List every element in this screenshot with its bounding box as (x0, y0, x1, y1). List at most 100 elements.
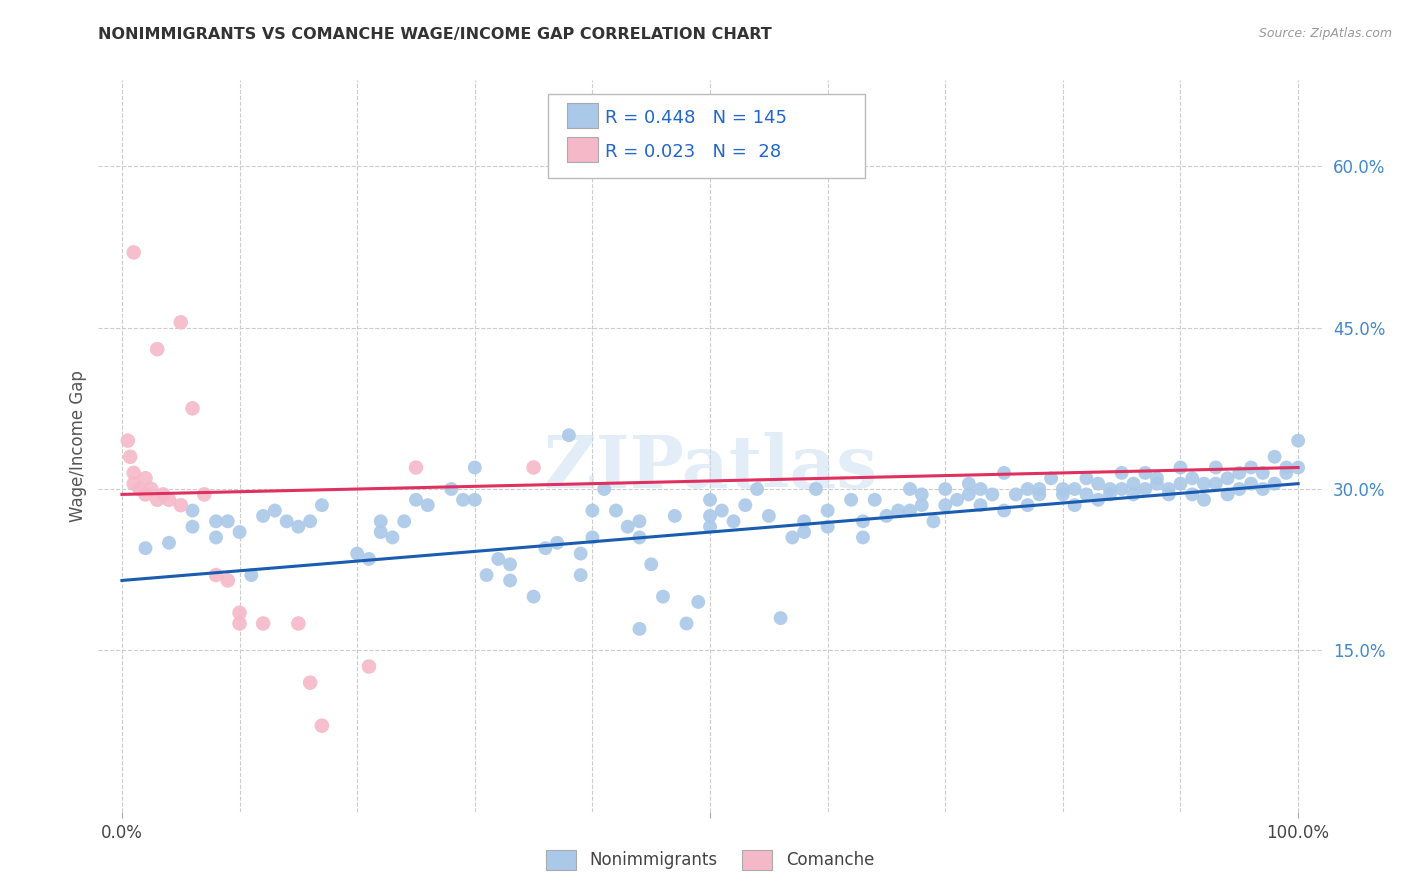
Point (699, 508, 721, 523)
Point (381, 530, 404, 544)
Point (640, 558, 662, 572)
Point (782, 530, 804, 544)
Point (675, 616, 697, 631)
Point (546, 536, 568, 550)
Point (405, 492, 427, 507)
Point (1028, 482, 1050, 496)
Point (357, 552, 380, 566)
Point (499, 574, 522, 588)
Point (1216, 487, 1239, 501)
Point (1192, 492, 1215, 507)
Point (228, 616, 250, 631)
Point (957, 476, 980, 491)
Point (170, 315, 193, 329)
Point (1227, 482, 1250, 496)
Point (120, 450, 142, 464)
Point (723, 514, 745, 528)
Point (1017, 482, 1039, 496)
Point (1275, 460, 1298, 475)
Point (605, 503, 627, 517)
Point (1122, 476, 1144, 491)
Point (898, 482, 921, 496)
Point (464, 492, 486, 507)
Point (569, 568, 592, 582)
Point (523, 460, 546, 475)
Point (1264, 450, 1286, 464)
Point (1098, 482, 1121, 496)
Point (486, 552, 509, 566)
Point (117, 434, 139, 448)
Point (287, 616, 309, 631)
Point (946, 492, 969, 507)
Point (1264, 476, 1286, 491)
Point (1275, 466, 1298, 480)
Point (839, 492, 862, 507)
Point (688, 595, 710, 609)
Point (1205, 460, 1227, 475)
Point (370, 514, 392, 528)
Point (464, 460, 486, 475)
Point (122, 476, 145, 491)
Point (1216, 471, 1239, 485)
Point (1040, 471, 1063, 485)
Point (1251, 482, 1274, 496)
Point (875, 508, 897, 523)
Point (181, 401, 204, 416)
Point (1004, 487, 1026, 501)
Point (228, 524, 250, 539)
Point (205, 530, 228, 544)
Point (804, 482, 827, 496)
Point (134, 541, 156, 556)
Point (157, 536, 180, 550)
Point (981, 487, 1004, 501)
Point (134, 487, 156, 501)
Point (734, 498, 756, 512)
Point (1181, 471, 1204, 485)
Point (252, 508, 274, 523)
Point (1192, 476, 1215, 491)
Point (392, 514, 416, 528)
Text: R = 0.023   N =  28: R = 0.023 N = 28 (605, 143, 780, 161)
Point (969, 498, 991, 512)
Point (652, 590, 675, 604)
Point (911, 487, 934, 501)
Point (146, 342, 169, 356)
Point (152, 487, 174, 501)
Point (534, 541, 557, 556)
Point (346, 547, 368, 561)
Point (181, 503, 204, 517)
Point (1098, 487, 1121, 501)
Point (993, 503, 1015, 517)
Point (745, 482, 768, 496)
Point (299, 514, 322, 528)
Point (287, 519, 309, 533)
Point (793, 514, 815, 528)
Point (664, 508, 686, 523)
Point (628, 530, 651, 544)
Text: R = 0.448   N = 145: R = 0.448 N = 145 (605, 109, 786, 127)
Point (122, 245, 145, 260)
Point (193, 487, 215, 501)
Point (699, 519, 721, 533)
Point (276, 514, 298, 528)
Point (699, 492, 721, 507)
Point (1052, 482, 1074, 496)
Point (451, 492, 474, 507)
Point (128, 482, 150, 496)
Point (887, 503, 910, 517)
Point (852, 530, 875, 544)
Point (911, 498, 934, 512)
Point (628, 514, 651, 528)
Point (710, 503, 733, 517)
Text: NONIMMIGRANTS VS COMANCHE WAGE/INCOME GAP CORRELATION CHART: NONIMMIGRANTS VS COMANCHE WAGE/INCOME GA… (98, 27, 772, 42)
Point (263, 503, 285, 517)
Point (1135, 482, 1157, 496)
Point (1240, 460, 1263, 475)
Point (523, 590, 546, 604)
Point (1205, 476, 1227, 491)
Point (1063, 482, 1085, 496)
Point (769, 611, 792, 625)
Point (817, 519, 839, 533)
Point (569, 547, 592, 561)
Point (416, 498, 439, 512)
